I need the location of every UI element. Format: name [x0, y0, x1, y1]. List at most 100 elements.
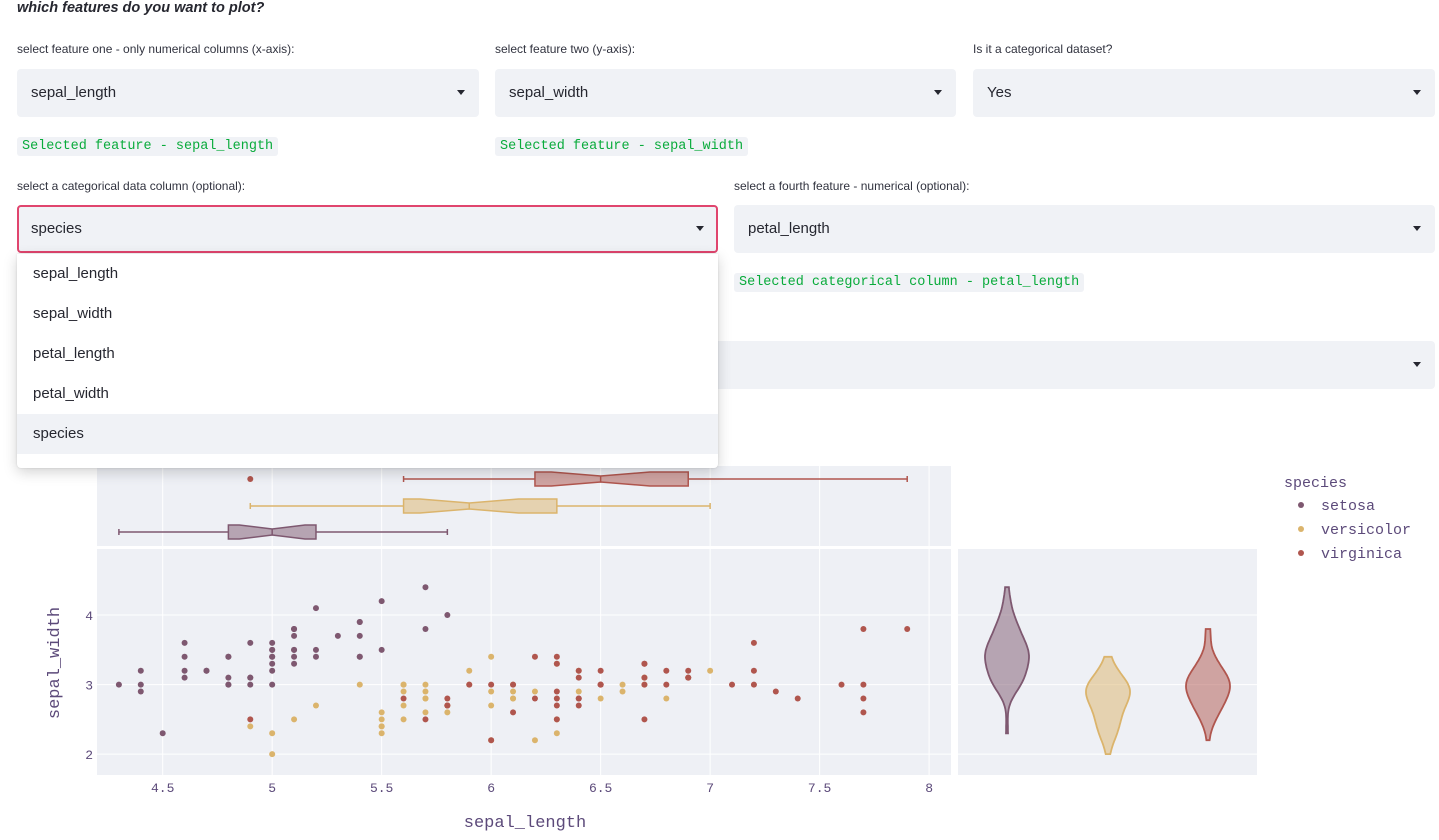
legend[interactable]: species setosa versicolor virginica	[1284, 475, 1411, 563]
feature-one-label: select feature one - only numerical colu…	[17, 42, 295, 56]
feature-two-note: Selected feature - sepal_width	[495, 137, 749, 156]
legend-item-setosa[interactable]: setosa	[1321, 498, 1375, 515]
feature-one-value: sepal_length	[31, 84, 117, 101]
setosa-point	[247, 639, 254, 646]
versicolor-point	[619, 688, 626, 695]
setosa-point	[181, 667, 188, 674]
versicolor-point	[269, 751, 276, 758]
virginica-point	[597, 667, 604, 674]
versicolor-point	[466, 667, 473, 674]
virginica-point	[838, 681, 845, 688]
feature-two-label: select feature two (y-axis):	[495, 42, 636, 56]
versicolor-point	[575, 688, 582, 695]
categorical-question-label: Is it a categorical dataset?	[973, 42, 1113, 56]
virginica-point	[750, 667, 757, 674]
setosa-point	[444, 612, 451, 619]
x-tick-label: 4.5	[151, 781, 174, 796]
virginica-point	[641, 660, 648, 667]
y-tick-label: 3	[85, 679, 93, 694]
virginica-point	[575, 702, 582, 709]
setosa-point	[422, 625, 429, 632]
virginica-point	[597, 681, 604, 688]
versicolor-point	[422, 709, 429, 716]
dropdown-option[interactable]: petal_width	[33, 385, 109, 402]
virginica-point	[641, 674, 648, 681]
feature-one-select[interactable]: sepal_length	[17, 69, 479, 117]
virginica-point	[860, 695, 867, 702]
x-tick-label: 5	[268, 781, 276, 796]
setosa-point	[291, 660, 298, 667]
versicolor-point	[247, 723, 254, 730]
virginica-point	[553, 695, 560, 702]
versicolor-point	[291, 716, 298, 723]
virginica-point	[729, 681, 736, 688]
versicolor-point	[422, 695, 429, 702]
fourth-feature-select[interactable]: petal_length	[734, 205, 1435, 253]
versicolor-point	[510, 688, 517, 695]
cat-column-value: species	[31, 220, 82, 237]
virginica-point	[575, 667, 582, 674]
x-axis-title: sepal_length	[464, 814, 586, 833]
legend-marker-virginica	[1298, 550, 1304, 556]
legend-item-versicolor[interactable]: versicolor	[1321, 522, 1411, 539]
scatter-panel	[97, 549, 951, 775]
virginica-point	[531, 653, 538, 660]
virginica-point	[685, 667, 692, 674]
virginica-point	[466, 681, 473, 688]
y-axis-title: sepal_width	[46, 607, 65, 719]
y-tick-label: 2	[85, 748, 93, 763]
setosa-point	[181, 653, 188, 660]
virginica-point	[444, 695, 451, 702]
versicolor-point	[531, 688, 538, 695]
setosa-point	[269, 646, 276, 653]
cat-column-dropdown-menu: sepal_length sepal_width petal_length pe…	[17, 254, 718, 468]
versicolor-point	[597, 695, 604, 702]
versicolor-point	[312, 702, 319, 709]
feature-one-note: Selected feature - sepal_length	[17, 137, 279, 156]
versicolor-point	[378, 730, 385, 737]
fourth-feature-label: select a fourth feature - numerical (opt…	[734, 179, 970, 193]
versicolor-point	[619, 681, 626, 688]
setosa-point	[269, 653, 276, 660]
virginica-point	[860, 625, 867, 632]
setosa-point	[247, 681, 254, 688]
virginica-point	[904, 625, 911, 632]
setosa-point	[181, 639, 188, 646]
virginica-box	[534, 471, 689, 487]
virginica-point	[575, 695, 582, 702]
setosa-point	[137, 667, 144, 674]
virginica-point	[488, 681, 495, 688]
versicolor-box	[402, 498, 558, 514]
setosa-point	[356, 653, 363, 660]
dropdown-option[interactable]: petal_length	[33, 345, 115, 362]
virginica-point	[488, 737, 495, 744]
categorical-question-value: Yes	[987, 84, 1012, 101]
legend-item-virginica[interactable]: virginica	[1321, 546, 1402, 563]
setosa-point	[312, 653, 319, 660]
setosa-point	[378, 598, 385, 605]
virginica-point	[510, 681, 517, 688]
dropdown-option-selected[interactable]: species	[17, 414, 718, 454]
categorical-question-select[interactable]: Yes	[973, 69, 1435, 117]
virginica-point	[247, 716, 254, 723]
cat-column-select[interactable]: species	[17, 205, 718, 253]
setosa-point	[159, 730, 166, 737]
feature-two-select[interactable]: sepal_width	[495, 69, 956, 117]
setosa-point	[291, 646, 298, 653]
dropdown-option[interactable]: sepal_length	[33, 265, 119, 282]
setosa-point	[312, 605, 319, 612]
virginica-point	[641, 716, 648, 723]
virginica-point	[553, 688, 560, 695]
chevron-down-icon	[696, 226, 704, 231]
setosa-point	[137, 688, 144, 695]
virginica-point	[794, 695, 801, 702]
chevron-down-icon	[1413, 226, 1421, 231]
x-tick-label: 6.5	[589, 781, 612, 796]
setosa-point	[247, 674, 254, 681]
virginica-point	[553, 702, 560, 709]
virginica-point	[553, 716, 560, 723]
dropdown-option[interactable]: sepal_width	[33, 305, 113, 322]
setosa-point	[225, 653, 232, 660]
versicolor-point	[400, 688, 407, 695]
